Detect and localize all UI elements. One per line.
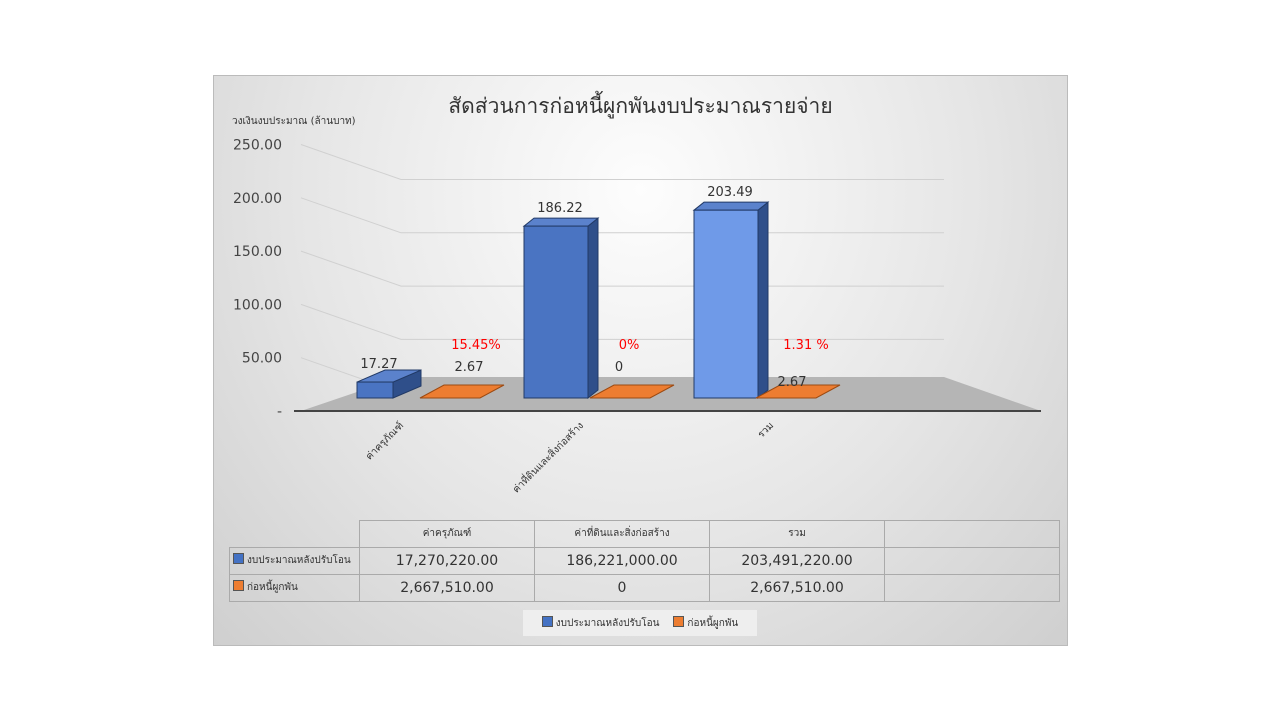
gridline (300, 197, 944, 234)
bar-งบประมาณหลังปรับโอน (523, 225, 589, 399)
bar-งบประมาณหลังปรับโอน (356, 381, 394, 399)
y-tick-label: - (277, 404, 282, 420)
legend-item: ก่อหนี้ผูกพัน (673, 615, 738, 631)
plot-area: - 50.00 100.00 150.00 200.00 250.00 17.27 2.67 1… (233, 138, 1041, 495)
data-label: 2.67 (455, 360, 484, 375)
data-label: 2.67 (778, 375, 807, 390)
legend: งบประมาณหลังปรับโอน ก่อหนี้ผูกพัน (523, 610, 757, 636)
x-tick-label: ค่าที่ดินและสิ่งก่อสร้าง (509, 418, 586, 495)
data-label: 0 (615, 360, 623, 375)
gridline (300, 144, 944, 180)
bar-top (692, 201, 770, 211)
y-tick-label: 50.00 (242, 351, 282, 367)
gridline (300, 250, 944, 287)
y-tick-label: 250.00 (233, 138, 282, 154)
table-row: ก่อหนี้ผูกพัน 2,667,510.00 0 2,667,510.00 (229, 573, 1060, 602)
percent-annotation: 1.31 % (783, 338, 828, 353)
table-header: ค่าครุภัณฑ์ (359, 520, 535, 548)
bar-ก่อหนี้ผูกพัน (419, 384, 505, 399)
legend-item: งบประมาณหลังปรับโอน (541, 615, 659, 631)
data-table: ค่าครุภัณฑ์ ค่าที่ดินและสิ่งก่อสร้าง รวม ง… (229, 520, 1060, 602)
percent-annotation: 15.45% (451, 338, 501, 353)
bar-งบประมาณหลังปรับโอน (693, 209, 759, 399)
y-tick-label: 150.00 (233, 244, 282, 260)
series-swatch (233, 553, 244, 564)
series-swatch (233, 580, 244, 591)
bar-ก่อหนี้ผูกพัน (589, 384, 675, 399)
table-header: รวม (709, 520, 885, 548)
bar-side (587, 217, 599, 400)
chart-area: สัดส่วนการก่อหนี้ผูกพันงบประมาณรายจ่าย ว… (213, 75, 1068, 646)
table-row: งบประมาณหลังปรับโอน 17,270,220.00 186,221,… (229, 546, 1060, 575)
data-label: 186.22 (537, 201, 583, 216)
bar-ก่อหนี้ผูกพัน (755, 384, 841, 399)
chart-title: สัดส่วนการก่อหนี้ผูกพันงบประมาณรายจ่าย (448, 94, 833, 118)
y-tick-label: 100.00 (233, 297, 282, 313)
y-axis-label: วงเงินงบประมาณ (ล้านบาท) (232, 116, 356, 127)
x-tick-label: รวม (756, 420, 776, 440)
table-header: ค่าที่ดินและสิ่งก่อสร้าง (534, 520, 710, 548)
y-tick-label: 200.00 (233, 191, 282, 207)
x-tick-label: ค่าครุภัณฑ์ (363, 420, 406, 463)
data-label: 203.49 (707, 185, 753, 200)
gridline (300, 303, 944, 340)
percent-annotation: 0% (619, 338, 640, 353)
data-label: 17.27 (360, 357, 397, 372)
bar-side (757, 201, 769, 400)
bar-top (522, 217, 600, 227)
